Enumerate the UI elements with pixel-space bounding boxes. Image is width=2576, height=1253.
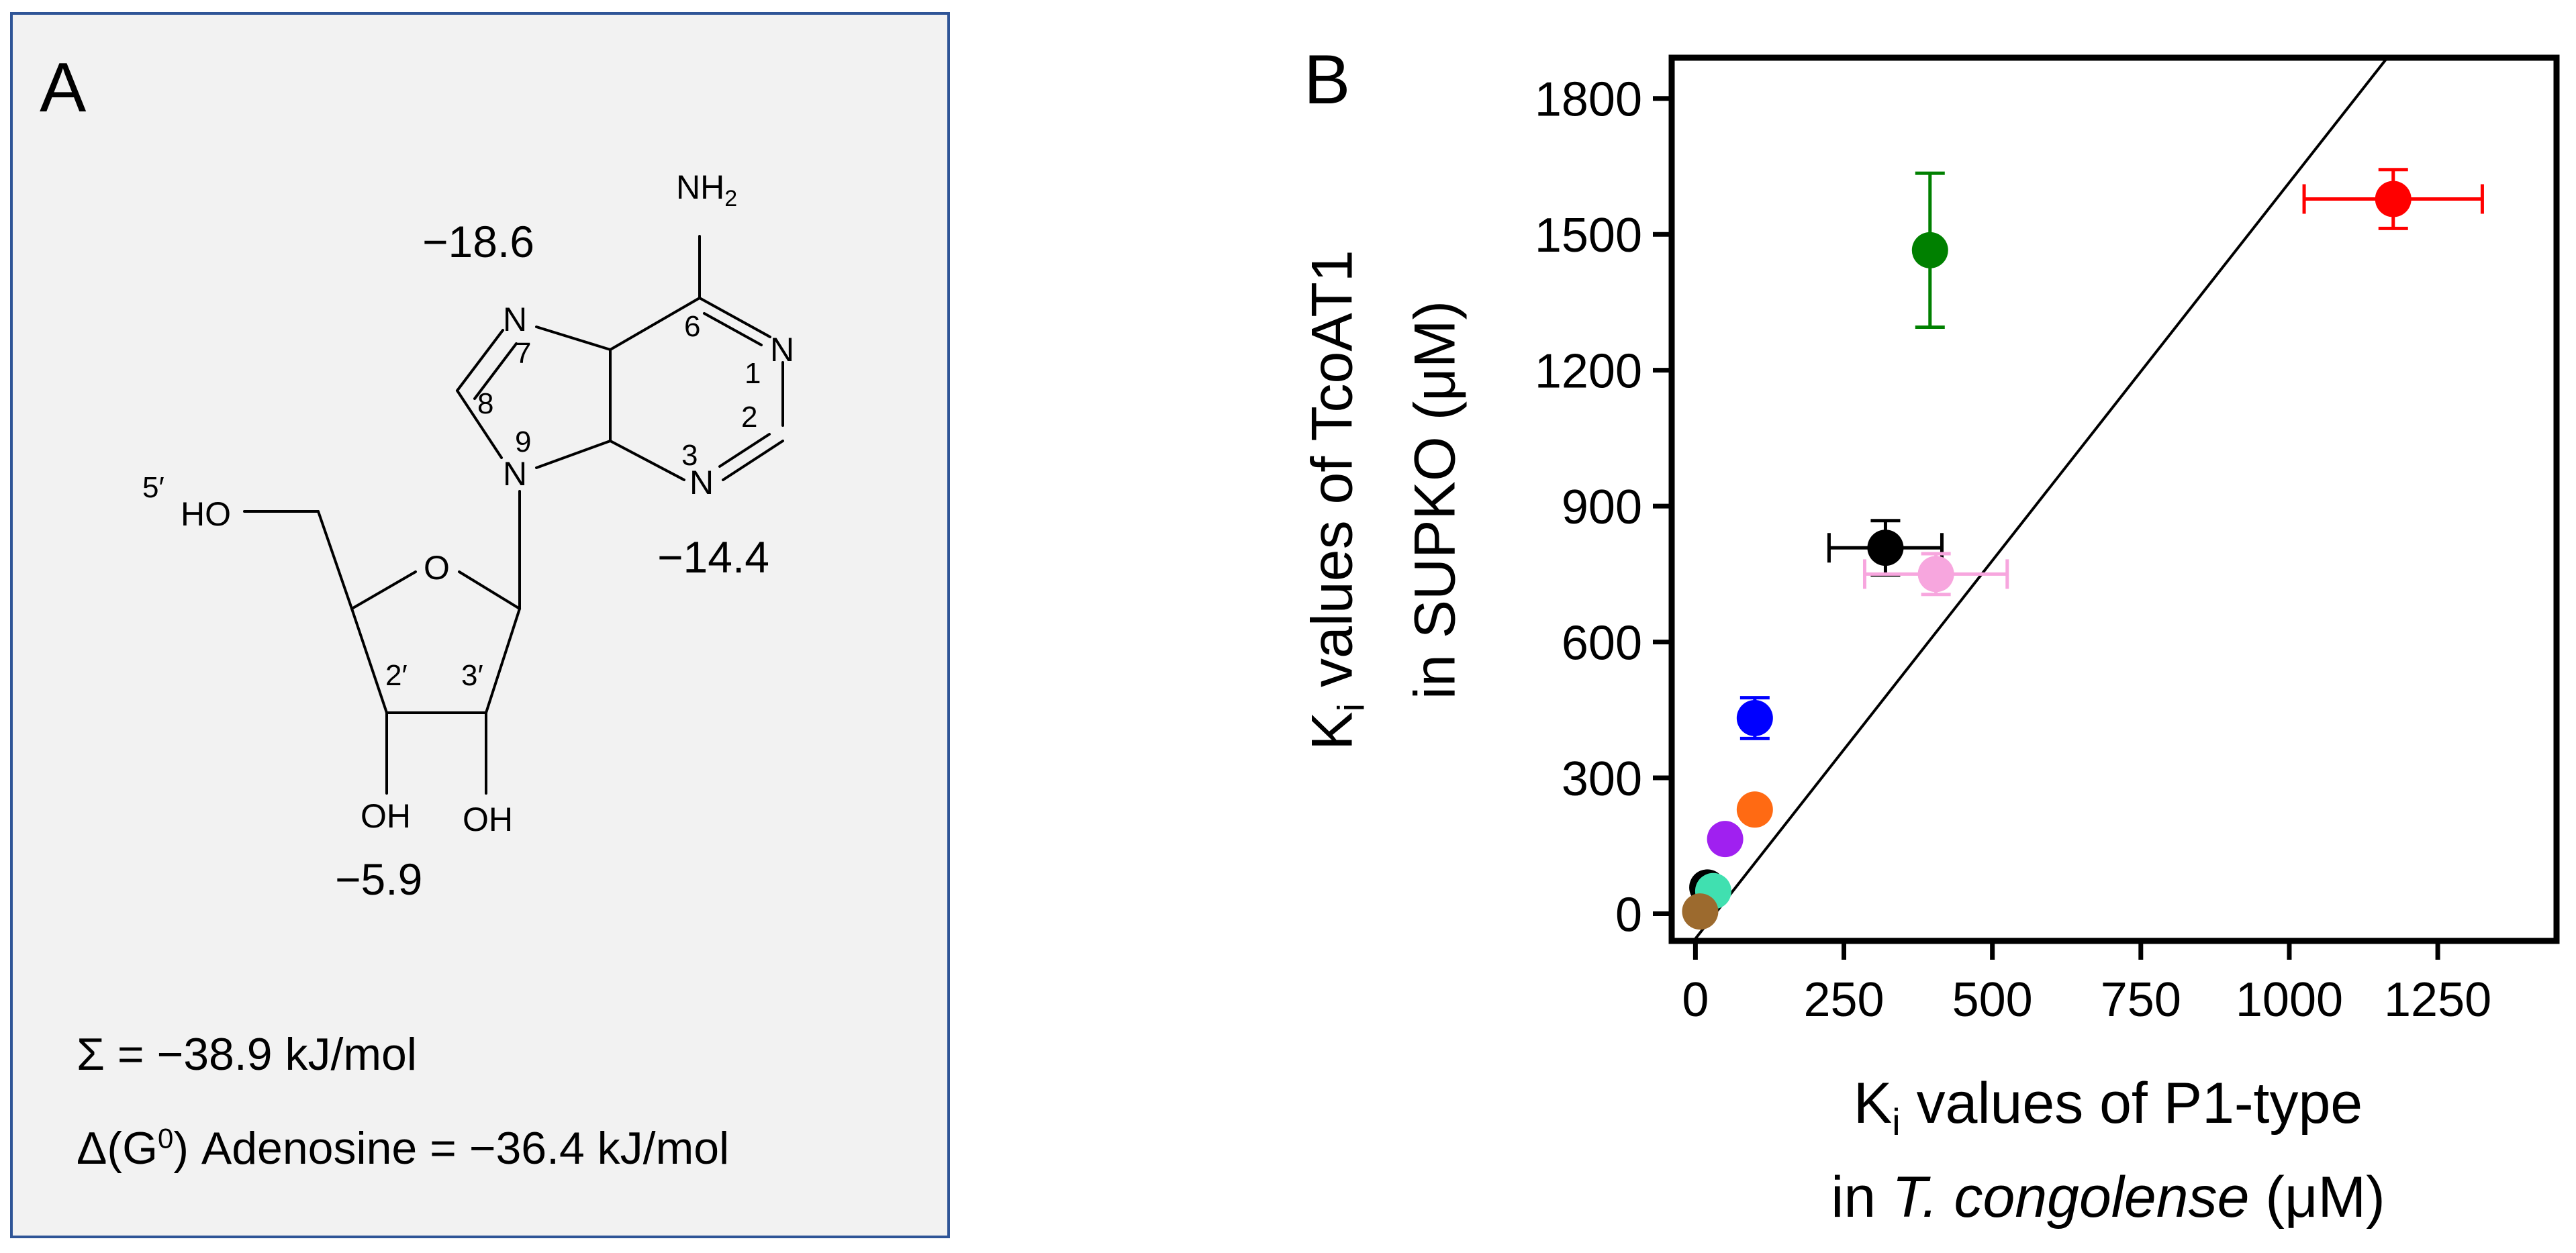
y-axis-ticks: 0 300 600 900 1200 1500 1800 xyxy=(1535,73,1672,942)
atom-oh-2p: OH xyxy=(361,797,411,835)
data-point xyxy=(1917,556,1954,593)
data-point xyxy=(2375,181,2412,217)
atom-n9: N xyxy=(503,455,528,493)
bond-c6-n1 xyxy=(698,297,771,338)
position-9: 9 xyxy=(515,425,532,458)
x-axis-ticks: 0 250 500 750 1000 1250 xyxy=(1682,941,2491,1027)
bond-c6-n1-double xyxy=(703,312,763,346)
y-tick-label: 600 xyxy=(1562,617,1642,670)
bond-n7-c8 xyxy=(456,329,504,392)
bond-c2-n3-double xyxy=(718,433,771,468)
delta-g-text: Δ(G0) Adenosine = −36.4 kJ/mol xyxy=(77,1122,730,1174)
bond-c5-c6 xyxy=(609,297,701,351)
energy-oh: −5.9 xyxy=(335,854,423,904)
x-axis-title-line1: Ki values of P1-type xyxy=(1853,1071,2363,1144)
x-tick-label: 0 xyxy=(1682,973,1709,1027)
bond-c1p-o xyxy=(458,570,521,610)
bond-o-c4p xyxy=(350,570,417,610)
bond-n7-c8-double xyxy=(473,342,518,400)
data-points xyxy=(1682,168,2484,930)
bond-c2p-c1p xyxy=(485,607,521,714)
position-7: 7 xyxy=(515,337,532,370)
data-point xyxy=(1707,821,1744,858)
bond-c5-n7 xyxy=(535,325,612,351)
data-point xyxy=(1736,791,1773,828)
atom-n3: N xyxy=(689,464,714,501)
atom-ho5: HO xyxy=(181,495,231,533)
x-tick-label: 1000 xyxy=(2236,973,2343,1027)
bond-c8-n9 xyxy=(456,389,503,459)
position-6: 6 xyxy=(684,310,701,343)
nh2-label: NH2 xyxy=(676,168,738,211)
x-tick-label: 750 xyxy=(2101,973,2181,1027)
position-5-prime: 5′ xyxy=(142,471,164,504)
atom-n1: N xyxy=(770,331,795,368)
data-point xyxy=(1736,699,1773,736)
y-axis-title-line1: Ki values of TcoAT1 xyxy=(1300,250,1372,750)
y-tick-label: 300 xyxy=(1562,752,1642,806)
panel-a-label: A xyxy=(40,49,87,127)
position-3-prime: 3′ xyxy=(461,659,483,692)
bond-n9-c4 xyxy=(535,440,612,469)
energy-n3: −14.4 xyxy=(657,532,769,582)
bond-c4p-c5p xyxy=(317,510,353,610)
atom-o-ring: O xyxy=(424,549,450,587)
position-2-prime: 2′ xyxy=(385,659,408,692)
bond-n3-c4 xyxy=(609,440,685,481)
panel-b-label: B xyxy=(1304,41,1351,119)
y-tick-label: 1500 xyxy=(1535,209,1642,262)
fit-line xyxy=(1694,56,2389,940)
panel-a: A xyxy=(10,12,950,1238)
y-axis-title-line2: in SUPKO (μM) xyxy=(1402,300,1468,700)
x-tick-label: 500 xyxy=(1952,973,2033,1027)
position-8: 8 xyxy=(477,387,494,420)
bond-c4p-c3p xyxy=(350,607,388,714)
y-tick-label: 0 xyxy=(1615,889,1642,942)
x-axis-title-line2: in T. congolense (μM) xyxy=(1831,1165,2385,1230)
x-tick-label: 1250 xyxy=(2384,973,2491,1027)
position-1: 1 xyxy=(745,357,761,390)
sum-energy-text: Σ = −38.9 kJ/mol xyxy=(77,1029,417,1080)
atom-oh-3p: OH xyxy=(463,801,513,838)
y-tick-label: 900 xyxy=(1562,481,1642,534)
bond-c2-n3 xyxy=(722,440,784,481)
atom-n7: N xyxy=(503,301,528,338)
position-3: 3 xyxy=(681,439,698,472)
y-tick-label: 1800 xyxy=(1535,73,1642,127)
energy-n7: −18.6 xyxy=(422,217,534,266)
data-point xyxy=(1867,530,1904,566)
data-point xyxy=(1911,232,1948,268)
adenosine-structure xyxy=(243,235,784,795)
data-point xyxy=(1682,893,1719,930)
x-tick-label: 250 xyxy=(1803,973,1884,1027)
y-tick-label: 1200 xyxy=(1535,345,1642,399)
plot-frame xyxy=(1668,54,2560,944)
position-2: 2 xyxy=(741,401,758,434)
fit-line-group xyxy=(1694,56,2389,940)
